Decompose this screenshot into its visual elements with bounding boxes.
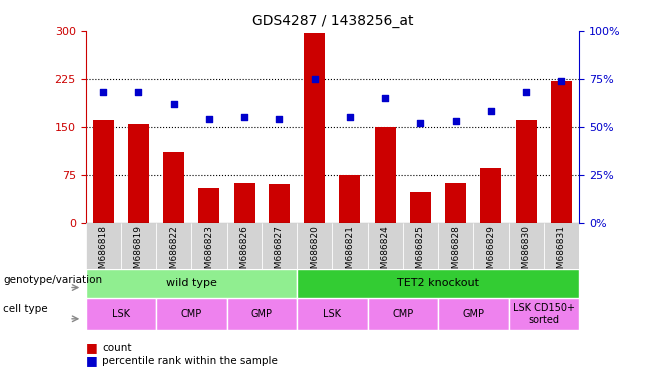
Bar	[551, 81, 572, 223]
Text: GSM686819: GSM686819	[134, 225, 143, 280]
Bar	[226, 298, 297, 330]
Text: GSM686825: GSM686825	[416, 225, 425, 280]
Text: GSM686830: GSM686830	[522, 225, 530, 280]
Point	[486, 108, 496, 114]
Text: GSM686822: GSM686822	[169, 225, 178, 280]
Bar	[403, 223, 438, 269]
Point	[450, 118, 461, 124]
Bar	[163, 152, 184, 223]
Text: ■: ■	[86, 341, 97, 354]
Text: ■: ■	[86, 354, 97, 367]
Bar	[191, 223, 226, 269]
Point	[133, 89, 143, 95]
Text: GMP: GMP	[463, 309, 484, 319]
Bar	[93, 120, 114, 223]
Text: LSK CD150+
sorted: LSK CD150+ sorted	[513, 303, 575, 325]
Bar	[226, 223, 262, 269]
Text: LSK: LSK	[323, 309, 342, 319]
Text: GSM686827: GSM686827	[275, 225, 284, 280]
Bar	[156, 298, 226, 330]
Bar	[297, 298, 368, 330]
Bar	[297, 269, 579, 298]
Text: GSM686824: GSM686824	[381, 225, 390, 280]
Point	[98, 89, 109, 95]
Bar	[368, 223, 403, 269]
Bar	[156, 223, 191, 269]
Bar	[128, 124, 149, 223]
Point	[556, 78, 567, 84]
Bar	[368, 298, 438, 330]
Point	[415, 120, 426, 126]
Bar	[332, 223, 368, 269]
Bar	[121, 223, 156, 269]
Text: GSM686823: GSM686823	[205, 225, 213, 280]
Bar	[374, 127, 395, 223]
Bar	[269, 184, 290, 223]
Bar	[509, 298, 579, 330]
Text: percentile rank within the sample: percentile rank within the sample	[102, 356, 278, 366]
Text: GSM686818: GSM686818	[99, 225, 108, 280]
Point	[239, 114, 249, 120]
Bar	[86, 223, 121, 269]
Bar	[445, 183, 467, 223]
Bar	[438, 298, 509, 330]
Bar	[304, 33, 325, 223]
Bar	[86, 269, 297, 298]
Bar	[340, 175, 361, 223]
Point	[203, 116, 214, 122]
Text: GSM686826: GSM686826	[240, 225, 249, 280]
Text: GSM686828: GSM686828	[451, 225, 460, 280]
Bar	[480, 168, 501, 223]
Point	[521, 89, 532, 95]
Text: GMP: GMP	[251, 309, 273, 319]
Point	[345, 114, 355, 120]
Bar	[544, 223, 579, 269]
Bar	[473, 223, 509, 269]
Text: GSM686831: GSM686831	[557, 225, 566, 280]
Text: CMP: CMP	[181, 309, 202, 319]
Bar	[438, 223, 473, 269]
Bar	[86, 298, 156, 330]
Text: GSM686820: GSM686820	[310, 225, 319, 280]
Text: wild type: wild type	[166, 278, 216, 288]
Text: genotype/variation: genotype/variation	[3, 275, 103, 285]
Title: GDS4287 / 1438256_at: GDS4287 / 1438256_at	[251, 14, 413, 28]
Bar	[509, 223, 544, 269]
Text: GSM686821: GSM686821	[345, 225, 355, 280]
Point	[274, 116, 285, 122]
Point	[309, 76, 320, 82]
Point	[168, 101, 179, 107]
Bar	[410, 192, 431, 223]
Text: LSK: LSK	[112, 309, 130, 319]
Bar	[516, 120, 537, 223]
Text: TET2 knockout: TET2 knockout	[397, 278, 479, 288]
Text: GSM686829: GSM686829	[486, 225, 495, 280]
Bar	[297, 223, 332, 269]
Point	[380, 95, 390, 101]
Bar	[234, 183, 255, 223]
Bar	[262, 223, 297, 269]
Text: count: count	[102, 343, 132, 353]
Bar	[198, 187, 220, 223]
Text: cell type: cell type	[3, 304, 48, 314]
Text: CMP: CMP	[392, 309, 413, 319]
